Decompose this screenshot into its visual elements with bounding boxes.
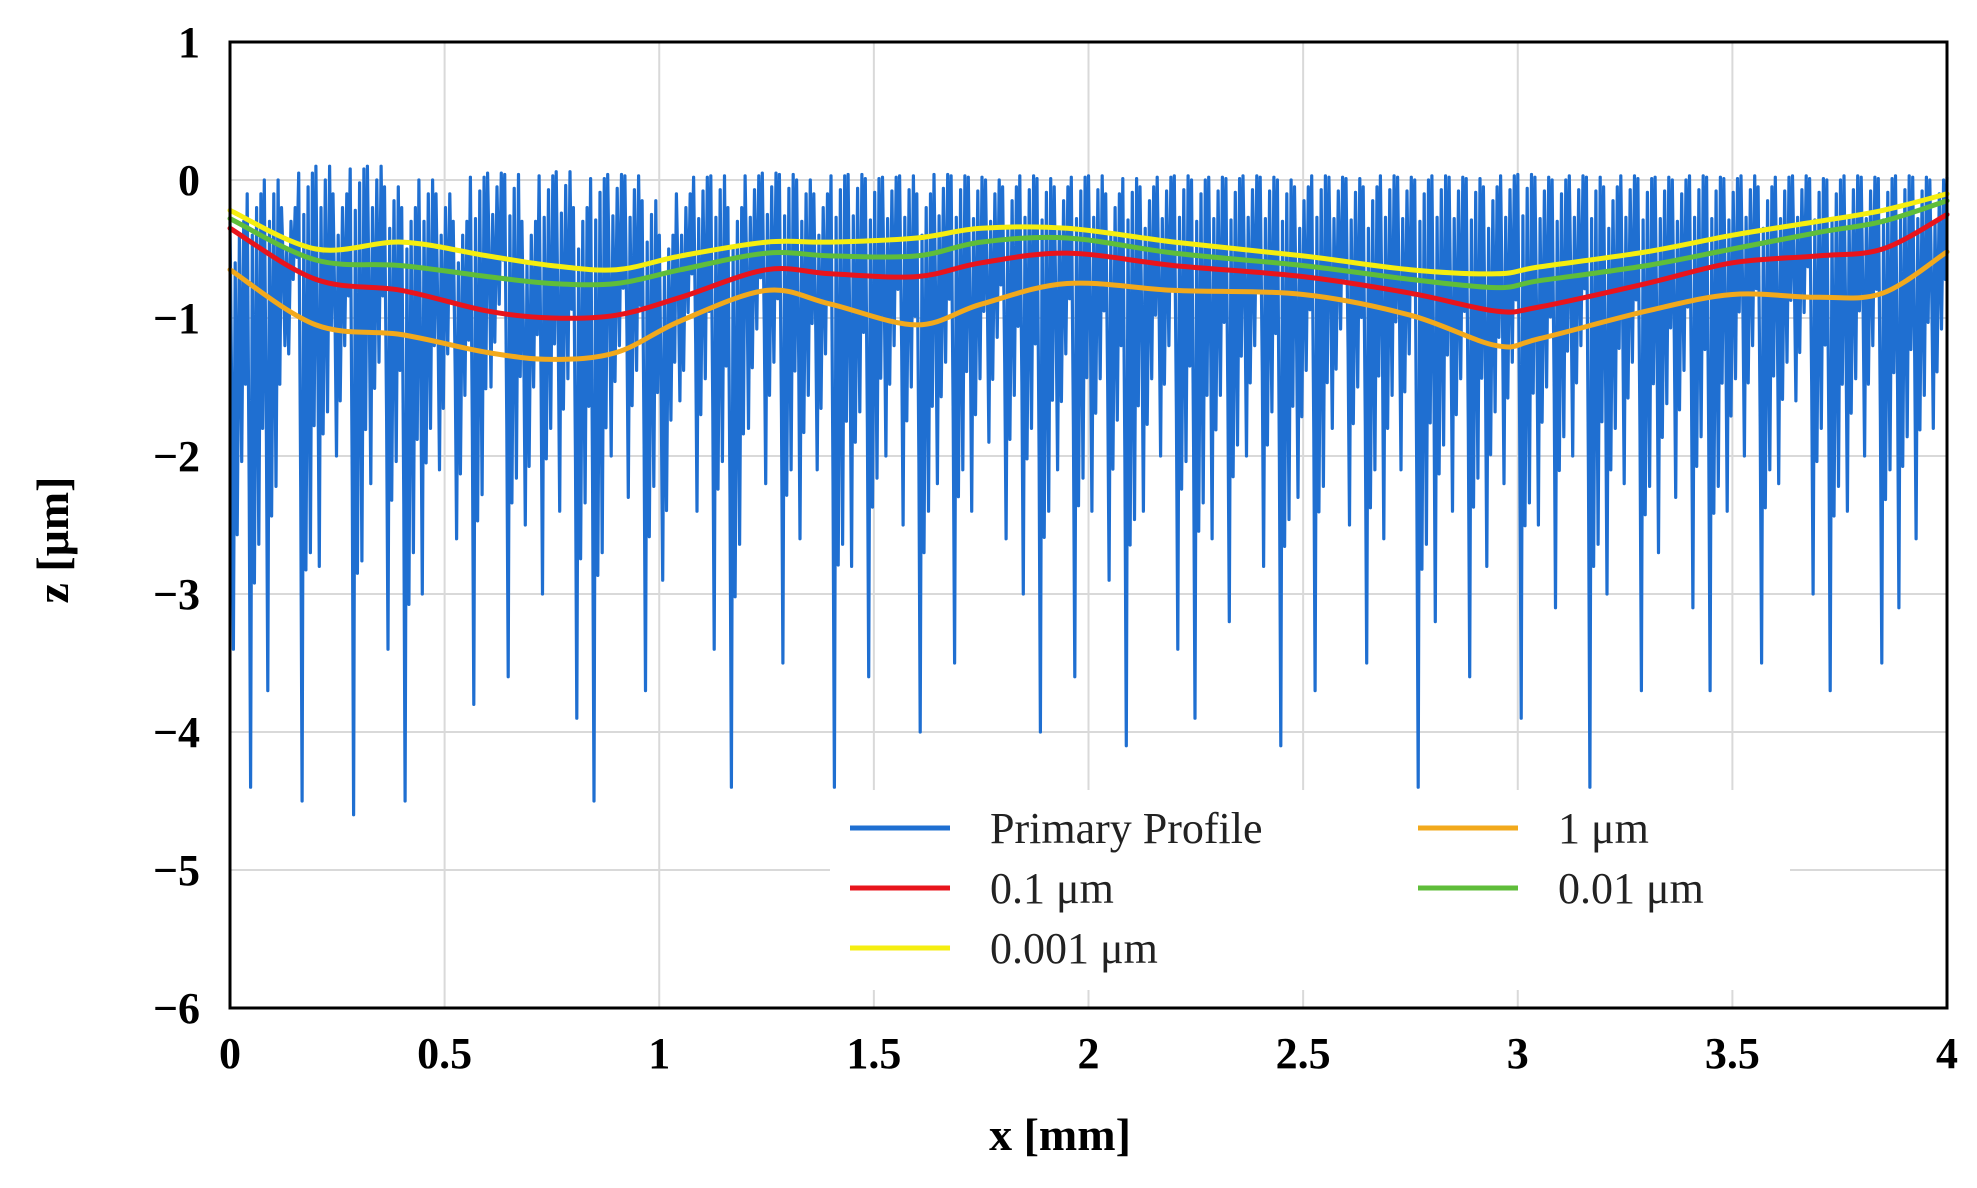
x-tick-label: 2 xyxy=(1078,1029,1100,1078)
legend-label: 0.1 μm xyxy=(990,864,1114,913)
y-tick-label: 0 xyxy=(178,156,200,205)
y-tick-label: −4 xyxy=(153,708,200,757)
y-tick-label: −5 xyxy=(153,846,200,895)
x-tick-label: 2.5 xyxy=(1276,1029,1331,1078)
x-tick-label: 1 xyxy=(648,1029,670,1078)
y-tick-label: −6 xyxy=(153,984,200,1033)
legend-label: Primary Profile xyxy=(990,804,1263,853)
series-line-2 xyxy=(227,198,1950,291)
x-tick-label: 0.5 xyxy=(417,1029,472,1078)
legend-label: 0.001 μm xyxy=(990,924,1158,973)
primary-profile-layer xyxy=(228,164,1949,817)
series-line-1 xyxy=(227,212,1950,321)
y-tick-label: −2 xyxy=(153,432,200,481)
legend-background xyxy=(830,790,1790,990)
x-tick-label: 0 xyxy=(219,1029,241,1078)
x-axis-label: x [mm] xyxy=(989,1109,1131,1160)
x-tick-labels: 0 0.5 1 1.5 2 2.5 3 3.5 4 xyxy=(219,1029,1958,1078)
x-tick-label: 3.5 xyxy=(1705,1029,1760,1078)
x-tick-label: 3 xyxy=(1507,1029,1529,1078)
x-tick-label: 1.5 xyxy=(846,1029,901,1078)
y-tick-label: −3 xyxy=(153,570,200,619)
legend-label: 1 μm xyxy=(1558,804,1649,853)
y-tick-label: 1 xyxy=(178,18,200,67)
legend: Primary Profile 1 μm 0.1 μm 0.01 μm 0.001 μm xyxy=(830,790,1790,990)
series-line-0 xyxy=(227,249,1950,362)
legend-label: 0.01 μm xyxy=(1558,864,1704,913)
series-line-3 xyxy=(227,191,1950,277)
filtered-series-layer xyxy=(227,191,1950,362)
y-tick-label: −1 xyxy=(153,294,200,343)
y-tick-labels: 1 0 −1 −2 −3 −4 −5 −6 xyxy=(153,18,200,1033)
x-tick-label: 4 xyxy=(1936,1029,1958,1078)
plot-frame xyxy=(228,40,1949,1010)
series-primary-profile xyxy=(228,164,1949,817)
y-axis-label: z [μm] xyxy=(27,477,78,604)
